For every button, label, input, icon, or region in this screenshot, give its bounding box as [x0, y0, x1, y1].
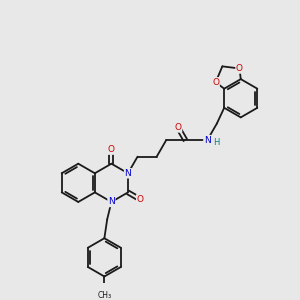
Text: O: O [175, 123, 182, 132]
Text: O: O [212, 78, 219, 87]
Text: O: O [236, 64, 243, 73]
Text: CH₃: CH₃ [97, 291, 111, 300]
Text: H: H [214, 138, 220, 147]
Text: N: N [108, 197, 115, 206]
Text: N: N [124, 169, 131, 178]
Text: O: O [108, 145, 115, 154]
Text: N: N [204, 136, 211, 145]
Text: O: O [136, 195, 144, 204]
